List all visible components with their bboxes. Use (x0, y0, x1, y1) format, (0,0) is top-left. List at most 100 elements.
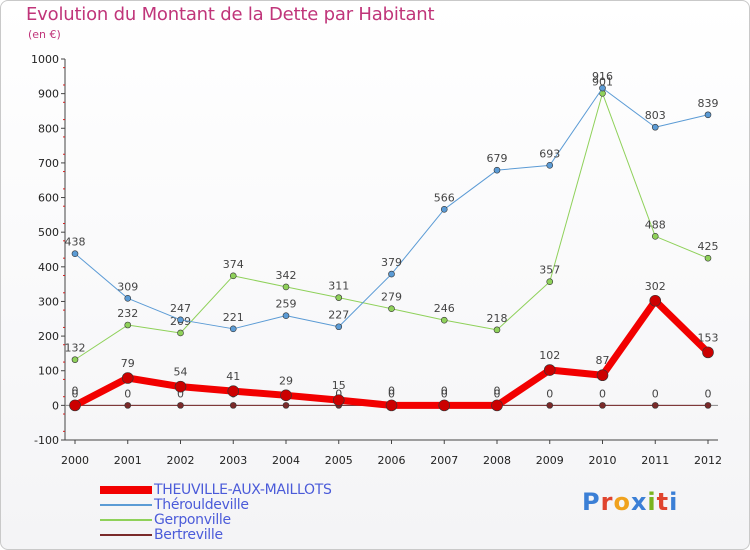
x-tick-label: 2000 (61, 454, 89, 467)
data-label: 309 (117, 280, 138, 293)
y-tick-label: 900 (38, 88, 59, 101)
data-label: 311 (328, 280, 349, 293)
legend-label: Gerponville (154, 512, 231, 528)
data-point (491, 399, 503, 412)
brand-letter: P (582, 488, 601, 516)
x-tick-label: 2003 (219, 454, 247, 467)
data-point (227, 385, 240, 397)
data-point (124, 295, 132, 302)
y-tick-label: 100 (38, 365, 59, 378)
data-label: 259 (276, 298, 297, 311)
legend-label: Thérouldeville (154, 497, 249, 513)
y-tick-label: 400 (38, 261, 59, 274)
data-point (651, 402, 659, 409)
data-point (282, 283, 290, 291)
y-tick-label: 500 (38, 226, 59, 239)
data-point (124, 321, 132, 329)
data-point (388, 305, 395, 313)
data-point (335, 294, 343, 301)
data-label: 0 (441, 387, 448, 400)
data-label: 0 (494, 387, 501, 400)
brand-letter: r (600, 488, 614, 516)
data-label: 232 (117, 307, 138, 320)
legend-swatch (100, 504, 152, 506)
brand-letter: i (647, 488, 657, 516)
data-point (493, 326, 501, 334)
data-point (546, 402, 554, 409)
data-point (71, 250, 79, 257)
data-label: 87 (596, 354, 610, 367)
data-point (651, 233, 659, 240)
data-point (229, 272, 237, 280)
chart-title: Evolution du Montant de la Dette par Hab… (26, 4, 435, 25)
legend-swatch (100, 534, 152, 536)
data-point (177, 316, 184, 324)
data-label: 342 (276, 269, 297, 282)
data-label: 0 (335, 387, 342, 400)
data-point (71, 356, 79, 363)
data-point (704, 402, 712, 409)
x-tick-label: 2004 (272, 454, 300, 467)
data-point (704, 111, 712, 119)
data-label: 0 (599, 387, 606, 400)
data-label: 0 (705, 387, 712, 400)
legend-label: THEUVILLE-AUX-MAILLOTS (154, 482, 332, 498)
data-label: 0 (494, 384, 501, 397)
data-label: 0 (177, 387, 184, 400)
data-label: 302 (645, 280, 666, 293)
data-label: 227 (328, 309, 349, 322)
data-label: 0 (652, 387, 659, 400)
data-point (599, 84, 606, 92)
data-point (174, 380, 187, 393)
legend-label: Bertreville (154, 527, 223, 543)
data-label: 0 (72, 387, 79, 400)
data-point (332, 394, 345, 406)
data-point (546, 278, 554, 286)
data-label: 839 (698, 97, 719, 110)
data-label: 0 (546, 387, 553, 400)
data-label: 0 (388, 384, 395, 397)
x-tick-label: 2012 (694, 454, 722, 467)
data-label: 41 (226, 370, 240, 383)
data-label: 357 (539, 264, 560, 277)
data-label: 425 (698, 240, 719, 253)
data-label: 901 (592, 75, 613, 88)
data-point (651, 123, 659, 131)
data-point (704, 254, 712, 262)
data-point (596, 369, 609, 382)
data-point (177, 402, 184, 409)
data-label: 0 (441, 384, 448, 397)
y-tick-label: 0 (52, 399, 59, 412)
data-point (440, 316, 448, 324)
x-tick-label: 2008 (483, 454, 511, 467)
data-label: 279 (381, 291, 402, 304)
data-label: 916 (592, 70, 613, 83)
data-label: 379 (381, 256, 402, 269)
data-label: 803 (645, 109, 666, 122)
legend-swatch (100, 519, 152, 521)
data-label: 679 (487, 152, 508, 165)
x-tick-label: 2001 (114, 454, 142, 467)
y-tick-label: 200 (38, 330, 59, 343)
y-tick-label: 1000 (31, 53, 59, 66)
data-point (385, 399, 398, 412)
data-label: 0 (124, 387, 131, 400)
data-point (282, 402, 290, 409)
data-label: 54 (174, 366, 188, 379)
data-label: 374 (223, 258, 244, 271)
brand-letter: i (669, 488, 679, 516)
y-tick-label: 600 (38, 192, 59, 205)
data-point (177, 329, 184, 337)
data-label: 79 (121, 357, 135, 370)
x-tick-label: 2006 (378, 454, 406, 467)
unit-label: (en €) (28, 28, 61, 41)
data-point (546, 162, 554, 169)
data-label: 132 (65, 342, 86, 355)
data-point (702, 346, 714, 359)
y-tick-label: 800 (38, 122, 59, 135)
data-point (543, 364, 556, 376)
data-label: 488 (645, 218, 666, 231)
data-point (229, 402, 237, 409)
data-label: 153 (698, 331, 719, 344)
data-point (121, 372, 134, 384)
